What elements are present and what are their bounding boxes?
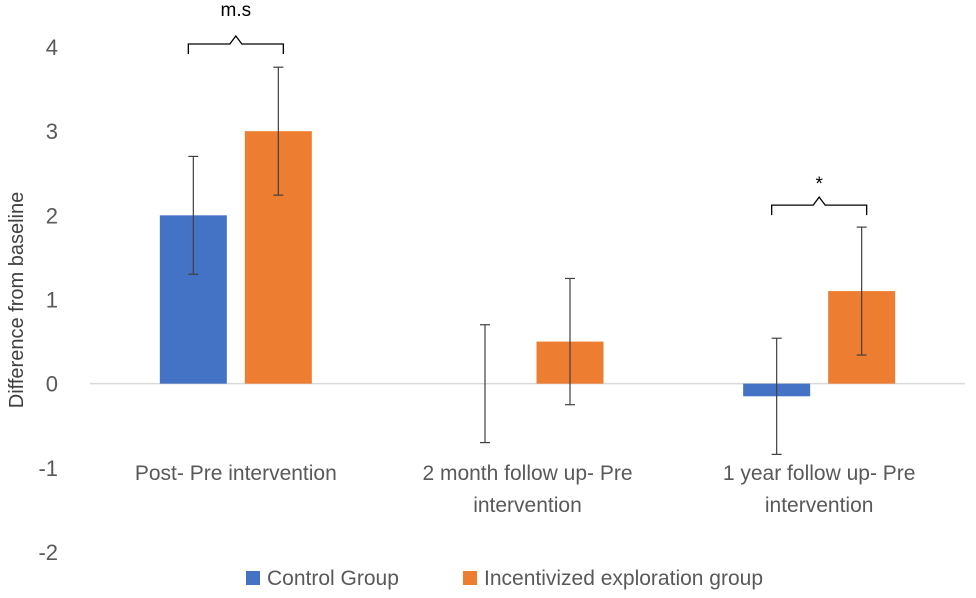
y-tick-label: -1	[38, 456, 58, 481]
category-labels: Post- Pre intervention 2 month follow up-…	[135, 462, 916, 517]
legend-label: Control Group	[267, 567, 399, 590]
category-label: 1 year follow up- Pre	[723, 462, 916, 485]
y-tick-label: 0	[46, 372, 58, 397]
y-axis-ticks: -2 -1 0 1 2 3 4	[38, 35, 58, 565]
y-tick-label: 2	[46, 203, 58, 228]
y-tick-label: 3	[46, 119, 58, 144]
legend: Control Group Incentivized exploration gr…	[246, 567, 763, 590]
legend-swatch	[246, 571, 260, 585]
category-label: intervention	[765, 494, 874, 517]
error-bars	[188, 66, 867, 455]
significance-annotations: m.s *	[187, 0, 868, 216]
significance-label: *	[815, 174, 823, 195]
y-tick-label: -2	[38, 540, 58, 565]
legend-swatch	[463, 571, 477, 585]
category-label: 2 month follow up- Pre	[422, 462, 632, 485]
legend-label: Incentivized exploration group	[484, 567, 763, 590]
category-label: intervention	[473, 494, 582, 517]
category-label: Post- Pre intervention	[135, 462, 337, 485]
bars	[159, 131, 896, 397]
y-tick-label: 1	[46, 288, 58, 313]
significance-bracket	[771, 196, 868, 216]
y-axis-label: Difference from baseline	[6, 192, 28, 408]
y-tick-label: 4	[46, 35, 58, 60]
significance-bracket	[187, 34, 284, 54]
significance-label: m.s	[221, 0, 252, 21]
